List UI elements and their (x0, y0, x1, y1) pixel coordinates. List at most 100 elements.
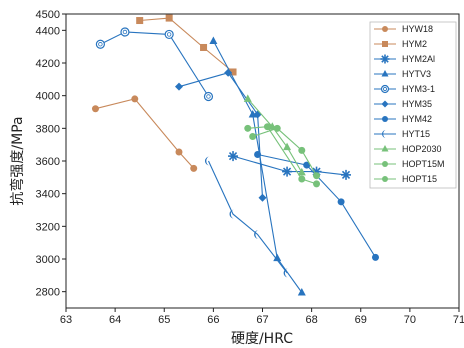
data-point (273, 253, 282, 262)
legend-item: HYW18 (374, 24, 433, 34)
legend-item: HYM42 (374, 114, 432, 124)
data-point (131, 95, 139, 103)
data-point (381, 100, 389, 108)
data-point (282, 166, 293, 177)
data-point (228, 151, 239, 162)
data-point (298, 146, 306, 154)
data-point (341, 169, 352, 180)
series-hyt15 (204, 156, 289, 278)
legend-label: HOPT15M (402, 159, 445, 169)
y-tick-label: 3000 (36, 254, 60, 266)
y-tick-label: 4200 (36, 58, 60, 70)
legend-label: HYT15 (402, 129, 430, 139)
data-point (298, 175, 306, 183)
data-point (382, 116, 388, 122)
series-line (100, 31, 209, 97)
y-tick-label: 3200 (36, 221, 60, 233)
data-point (200, 43, 208, 51)
x-tick-label: 69 (355, 314, 367, 326)
legend-item: HOPT15 (374, 174, 437, 184)
x-tick-label: 70 (404, 314, 416, 326)
data-point (224, 68, 233, 77)
data-point (371, 253, 379, 261)
data-point (244, 124, 252, 132)
series-hym42 (254, 150, 379, 261)
data-point (382, 41, 388, 47)
series-hym2 (136, 14, 237, 76)
legend-label: HYM42 (402, 114, 432, 124)
data-point (229, 209, 235, 219)
y-tick-label: 3400 (36, 189, 60, 201)
data-point (175, 148, 183, 156)
data-point (283, 142, 292, 151)
series-hym2al (228, 151, 352, 180)
data-point (243, 94, 252, 102)
series-line (208, 160, 288, 274)
data-point (95, 39, 105, 49)
series-hopt15m (249, 124, 321, 180)
data-point (91, 105, 99, 113)
data-point (382, 176, 388, 182)
x-tick-label: 67 (256, 314, 268, 326)
data-point (248, 109, 257, 118)
data-point (273, 124, 281, 132)
data-point (313, 180, 321, 188)
legend-label: HOPT15 (402, 174, 437, 184)
data-point (382, 26, 388, 32)
data-point (229, 68, 237, 76)
x-tick-label: 66 (207, 314, 219, 326)
data-point (263, 123, 271, 131)
series-line (247, 126, 317, 185)
axis-ticks: 63 64 65 66 67 68 69 70 71 2800 3000 3200 3400 3600 38… (36, 9, 464, 326)
y-tick-label: 4400 (36, 25, 60, 37)
legend-item: HOP2030 (374, 144, 442, 154)
y-tick-label: 3800 (36, 123, 60, 135)
series-line (139, 17, 234, 73)
y-tick-label: 3600 (36, 156, 60, 168)
legend-item: HYTV3 (374, 69, 431, 79)
data-point (204, 156, 210, 166)
y-axis-title: 抗弯强度/MPa (9, 116, 26, 205)
legend-item: HYM2Al (374, 54, 435, 64)
x-tick-label: 71 (453, 314, 464, 326)
series-line (257, 153, 376, 258)
legend: HYW18 HYM2 HYM2Al HYTV3 HYM3-1 HYM35 HYM42 HYT1… (369, 21, 457, 189)
data-point (258, 193, 267, 202)
legend-item: HYT15 (374, 129, 430, 139)
data-point (297, 167, 306, 176)
data-point (313, 172, 321, 180)
legend-item: HYM2 (374, 39, 427, 49)
series-hopt15 (244, 123, 321, 188)
data-point (209, 36, 218, 44)
y-tick-label: 4000 (36, 91, 60, 103)
data-point (283, 268, 289, 278)
data-point (249, 133, 257, 140)
legend-item: HOPT15M (374, 159, 445, 169)
data-point (136, 17, 144, 25)
legend-label: HOP2030 (402, 144, 442, 154)
data-point (380, 84, 390, 94)
legend-label: HYM2Al (402, 54, 435, 64)
series-line (212, 40, 303, 293)
legend-label: HYM3-1 (402, 84, 435, 94)
series-line (95, 98, 195, 169)
legend-label: HYM35 (402, 99, 432, 109)
data-point (254, 150, 262, 158)
x-tick-label: 65 (158, 314, 170, 326)
data-point (381, 70, 389, 77)
data-point (381, 145, 389, 152)
legend-item: HYM3-1 (374, 84, 435, 94)
series-hytv3 (209, 36, 306, 296)
data-point (190, 164, 198, 172)
data-point (303, 161, 311, 169)
data-point (380, 54, 390, 64)
data-point (174, 82, 183, 91)
x-tick-label: 64 (109, 314, 121, 326)
data-point (337, 198, 345, 206)
data-point (254, 230, 259, 239)
series-line (247, 98, 303, 173)
y-tick-label: 4500 (36, 9, 60, 21)
data-point (165, 14, 173, 22)
data-point (164, 29, 174, 40)
